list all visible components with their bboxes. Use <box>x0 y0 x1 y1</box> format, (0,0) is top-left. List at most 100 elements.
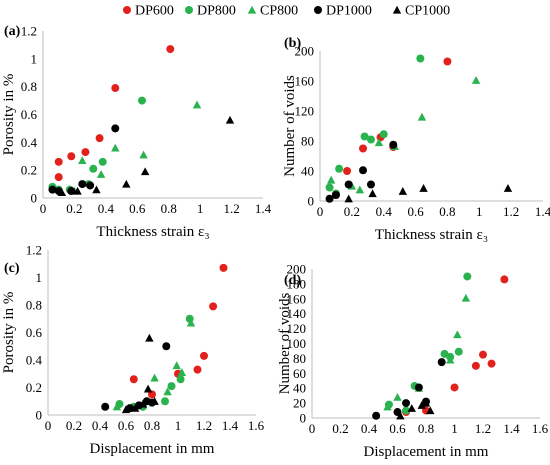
plot-area <box>48 45 234 196</box>
data-point-cp1000 <box>226 116 234 124</box>
data-point-cp800 <box>193 101 201 109</box>
x-axis-title: Thickness strain ε₃ <box>96 224 209 240</box>
data-point-cp800 <box>393 393 401 401</box>
series-dp600 <box>402 275 508 416</box>
y-axis-title: Porosity in % <box>1 74 17 156</box>
x-tick-label: 0.6 <box>389 421 406 436</box>
y-tick-label: 0.6 <box>26 325 43 340</box>
x-tick-label: 0.8 <box>439 204 455 219</box>
x-tick-label: 0 <box>317 204 324 219</box>
data-point-dp1000 <box>372 412 380 420</box>
data-point-dp1000 <box>389 141 397 149</box>
data-point-cp1000 <box>144 385 152 393</box>
legend-marker-cp1000 <box>393 6 401 14</box>
data-point-cp1000 <box>399 187 407 195</box>
legend-item-cp1000: CP1000 <box>393 4 450 19</box>
x-tick-label: 1.4 <box>503 421 520 436</box>
y-tick-label: 40 <box>301 164 314 179</box>
series-dp800 <box>385 272 471 414</box>
y-tick-label: 0 <box>31 191 38 206</box>
chart-panel-b: (b)0 0.2 0.4 0.6 0.8 1 1.2 1.404080120160200Thi… <box>282 36 550 243</box>
legend-marker-cp800 <box>248 6 256 14</box>
x-tick-label: 1.4 <box>255 201 272 216</box>
data-point-dp600 <box>488 360 496 368</box>
y-tick-label: 1 <box>36 270 43 285</box>
data-point-cp800 <box>111 144 119 152</box>
series-dp600 <box>332 58 452 200</box>
x-tick-label: 0.4 <box>361 421 378 436</box>
data-point-cp800 <box>472 76 480 84</box>
plot-area <box>326 55 513 203</box>
y-tick-label: 80 <box>301 134 314 149</box>
series-cp1000 <box>122 334 159 413</box>
series-dp800 <box>326 55 425 198</box>
x-tick-label: 1.2 <box>196 418 212 433</box>
x-tick-label: 1.6 <box>248 418 265 433</box>
data-point-cp800 <box>150 374 158 382</box>
x-tick-label: 0 <box>45 418 52 433</box>
y-tick-label: 20 <box>293 396 306 411</box>
x-tick-label: 1 <box>175 418 182 433</box>
data-point-dp800 <box>335 165 343 173</box>
x-tick-label: 1.2 <box>503 204 519 219</box>
series-cp800 <box>327 76 480 193</box>
data-point-dp600 <box>209 302 217 310</box>
legend-marker-dp1000 <box>314 6 322 14</box>
data-point-dp600 <box>343 167 351 175</box>
data-point-dp600 <box>200 352 208 360</box>
y-tick-label: 0 <box>308 194 315 209</box>
y-tick-label: 0.8 <box>26 298 42 313</box>
data-point-cp1000 <box>344 195 352 203</box>
data-point-dp1000 <box>332 191 340 199</box>
y-tick-label: 0.2 <box>26 380 42 395</box>
data-point-cp800 <box>78 156 86 164</box>
data-point-dp800 <box>99 158 107 166</box>
data-point-dp600 <box>472 362 480 370</box>
series-cp800 <box>50 101 201 195</box>
legend-item-dp800: DP800 <box>185 4 236 19</box>
data-point-dp800 <box>380 130 388 138</box>
y-tick-label: 1.2 <box>26 243 42 258</box>
data-point-dp800 <box>89 165 97 173</box>
data-point-dp1000 <box>111 124 119 132</box>
x-tick-label: 0.2 <box>332 421 348 436</box>
x-tick-label: 0.6 <box>118 418 135 433</box>
y-axis-title: Number of voids <box>282 75 298 177</box>
legend-marker-dp800 <box>185 6 193 14</box>
data-point-dp800 <box>138 97 146 105</box>
x-tick-label: 1.6 <box>532 421 549 436</box>
y-tick-label: 200 <box>295 44 315 59</box>
data-point-dp1000 <box>101 403 109 411</box>
legend-item-dp600: DP600 <box>123 4 174 19</box>
data-point-dp800 <box>463 272 471 280</box>
data-point-dp600 <box>451 383 459 391</box>
y-tick-label: 1 <box>31 51 38 66</box>
y-tick-label: 0 <box>36 408 43 423</box>
data-point-cp800 <box>356 186 364 194</box>
x-tick-label: 0.6 <box>407 204 424 219</box>
x-tick-label: 1 <box>197 201 204 216</box>
data-point-dp600 <box>359 145 367 153</box>
legend: DP600 DP800 CP800 DP1000 CP1000 <box>123 4 450 19</box>
x-axis-title: Displacement in mm <box>364 444 489 460</box>
data-point-dp600 <box>220 264 228 272</box>
data-point-cp800 <box>173 361 181 369</box>
y-tick-label: 180 <box>287 276 307 291</box>
data-point-cp800 <box>139 151 147 159</box>
data-point-cp1000 <box>419 184 427 192</box>
data-point-cp800 <box>418 113 426 121</box>
data-point-cp800 <box>453 330 461 338</box>
data-point-dp1000 <box>367 181 375 189</box>
legend-label-dp800: DP800 <box>197 4 236 19</box>
data-point-cp1000 <box>504 184 512 192</box>
x-tick-label: 1.4 <box>222 418 239 433</box>
y-tick-label: 0.4 <box>21 135 38 150</box>
y-tick-label: 0 <box>300 411 307 426</box>
y-axis-title: Number of voids <box>277 293 293 395</box>
data-point-dp600 <box>81 148 89 156</box>
y-tick-label: 0.2 <box>21 163 37 178</box>
x-tick-label: 1.2 <box>475 421 491 436</box>
data-point-dp800 <box>168 382 176 390</box>
x-tick-label: 1.2 <box>223 201 239 216</box>
